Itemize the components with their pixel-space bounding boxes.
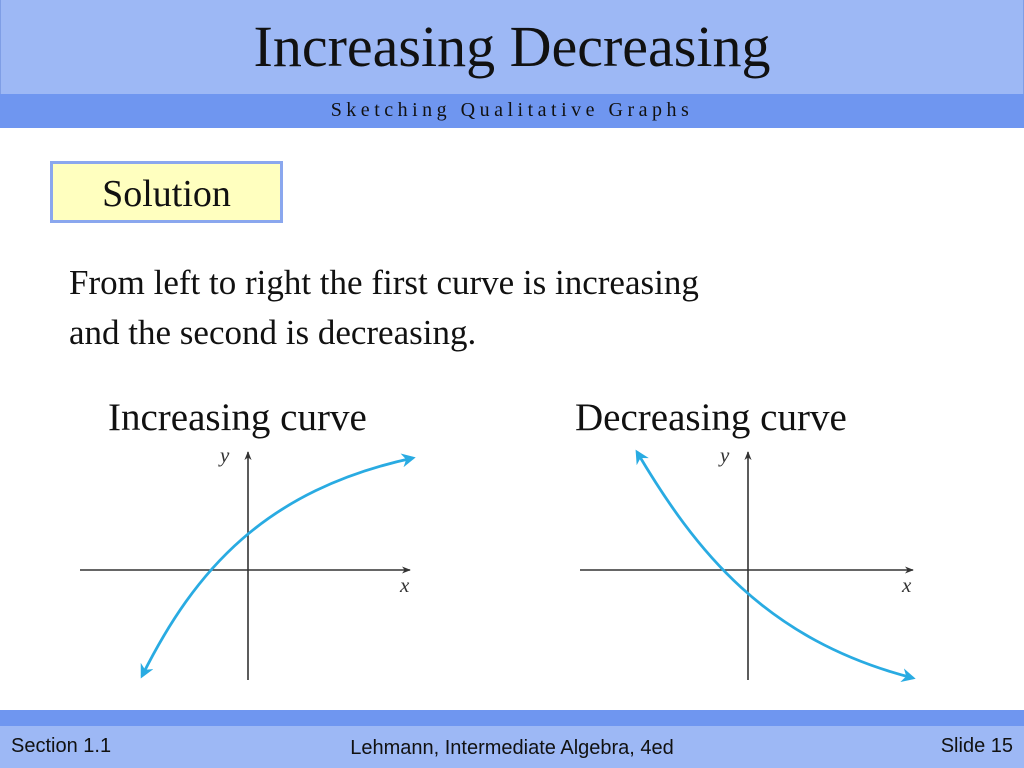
body-line-1: From left to right the first curve is in… — [69, 263, 699, 302]
footer-slide-number: Slide 15 — [940, 735, 1013, 757]
increasing-curve-graph: y x — [80, 443, 416, 680]
x-axis-label: x — [901, 573, 912, 597]
y-axis-label: y — [718, 443, 730, 467]
decreasing-curve-label: Decreasing curve — [575, 396, 847, 439]
footer-stripe — [0, 710, 1024, 726]
footer-section: Section 1.1 — [11, 735, 112, 757]
footer: Section 1.1 Lehmann, Intermediate Algebr… — [0, 726, 1024, 768]
body-text: From left to right the first curve is in… — [69, 258, 889, 358]
decreasing-curve — [635, 449, 916, 682]
x-axis-label: x — [399, 573, 410, 597]
solution-box: Solution — [50, 161, 283, 223]
subtitle-bar: Sketching Qualitative Graphs — [0, 94, 1024, 128]
increasing-curve-label: Increasing curve — [108, 396, 367, 439]
solution-label: Solution — [102, 173, 231, 215]
y-axis-label: y — [218, 443, 230, 467]
title-bar: Increasing Decreasing — [0, 0, 1024, 94]
slide-subtitle: Sketching Qualitative Graphs — [330, 99, 694, 121]
decreasing-curve-graph: y x — [580, 443, 916, 682]
footer-book: Lehmann, Intermediate Algebra, 4ed — [350, 737, 674, 759]
slide-title: Increasing Decreasing — [253, 14, 771, 79]
body-line-2: and the second is decreasing. — [69, 313, 477, 352]
increasing-curve — [140, 453, 416, 679]
